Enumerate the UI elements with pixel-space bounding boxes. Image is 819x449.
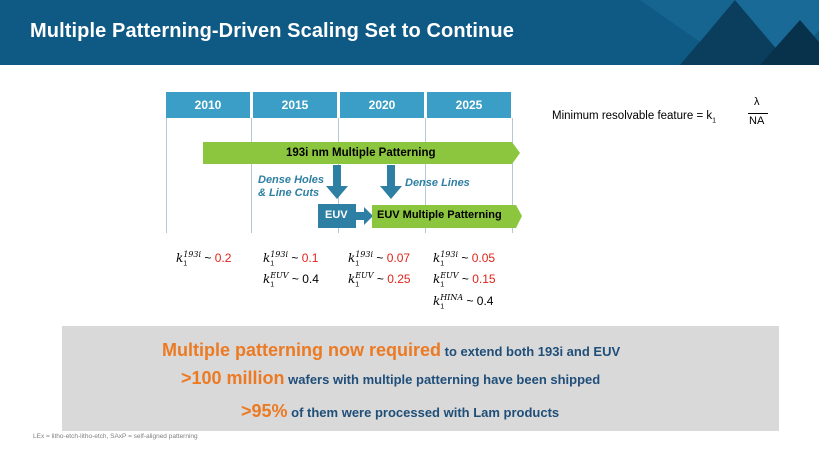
callout-line-3: >95% of them were processed with Lam pro… <box>241 401 560 421</box>
resolution-formula: Minimum resolvable feature = k1 <box>552 110 716 124</box>
k-2015-193i: k1193i ~ 0.1 <box>263 250 319 268</box>
label-euv-mp: EUV Multiple Patterning <box>377 209 502 221</box>
arrow-right-stem <box>356 212 364 220</box>
k-2025-hina: k1HINA ~ 0.4 <box>433 293 494 311</box>
k-2020-193i: k1193i ~ 0.07 <box>348 250 411 268</box>
callout-line-2: >100 million wafers with multiple patter… <box>181 368 601 388</box>
slide-title: Multiple Patterning-Driven Scaling Set t… <box>30 20 514 42</box>
arrow-euv-mp <box>372 205 522 228</box>
label-dense-lines: Dense Lines <box>405 177 470 189</box>
arrow-193i <box>203 142 520 164</box>
k-2025-euv: k1EUV ~ 0.15 <box>433 271 496 289</box>
callout-box <box>62 326 779 431</box>
formula-denominator: NA <box>749 115 765 127</box>
k-2010-193i: k1193i ~ 0.2 <box>176 250 232 268</box>
grid-line <box>425 118 426 233</box>
header-triangles-graphic <box>640 0 819 65</box>
formula-text: Minimum resolvable feature = k <box>552 110 713 122</box>
k-2025-193i: k1193i ~ 0.05 <box>433 250 496 268</box>
k-2015-euv: k1EUV ~ 0.4 <box>263 271 319 289</box>
year-2015: 2015 <box>253 92 337 118</box>
label-dense-holes-2: & Line Cuts <box>258 187 320 199</box>
grid-line <box>166 118 167 233</box>
footnote: LEx = litho-etch-litho-etch, SAxP = self… <box>33 433 198 440</box>
label-193i-mp: 193i nm Multiple Patterning <box>286 147 436 159</box>
grid-line <box>512 118 513 233</box>
label-dense-holes-1: Dense Holes <box>258 174 325 186</box>
year-2010: 2010 <box>166 92 250 118</box>
year-2020: 2020 <box>340 92 424 118</box>
grid-line <box>251 118 252 233</box>
formula-numerator: λ <box>754 96 760 108</box>
euv-box <box>318 204 356 228</box>
formula-sub: 1 <box>712 117 717 125</box>
arrow-down-lines-stem <box>387 165 395 186</box>
callout-line-1: Multiple patterning now required to exte… <box>162 340 621 360</box>
arrow-down-holes-head <box>326 186 348 199</box>
k-2020-euv: k1EUV ~ 0.25 <box>348 271 411 289</box>
label-euv: EUV <box>325 209 348 221</box>
year-2025: 2025 <box>427 92 511 118</box>
arrow-down-lines-head <box>380 186 402 199</box>
formula-fraction-bar <box>748 113 768 114</box>
arrow-right-head <box>364 207 373 225</box>
arrow-down-holes-stem <box>333 165 341 186</box>
